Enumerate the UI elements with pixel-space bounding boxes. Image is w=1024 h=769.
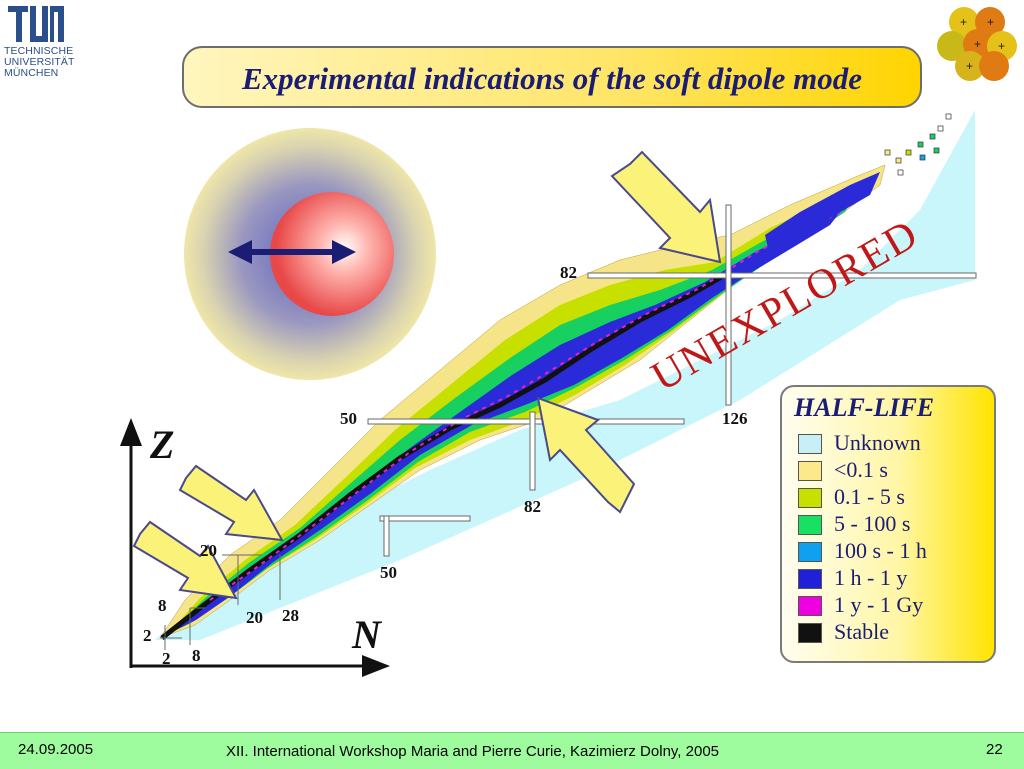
magic-z-20: 20 xyxy=(200,541,217,560)
magic-number-labels: 2 2 8 8 20 20 28 50 50 82 82 126 xyxy=(143,263,748,668)
footer-bar: 24.09.2005 XII. International Workshop M… xyxy=(0,732,1024,769)
legend-item: 1 h - 1 y xyxy=(798,565,994,592)
magic-n-126: 126 xyxy=(722,409,748,428)
legend-swatch xyxy=(798,434,822,454)
magic-z-50: 50 xyxy=(340,409,357,428)
legend-swatch xyxy=(798,623,822,643)
university-name-line: MÜNCHEN xyxy=(4,67,59,79)
heavy-island xyxy=(765,172,880,248)
halo-nucleus-icon xyxy=(184,128,436,380)
university-name-line: TECHNISCHE xyxy=(4,45,74,57)
legend-label: 100 s - 1 h xyxy=(834,538,927,563)
legend-title: HALF-LIFE xyxy=(794,393,935,422)
legend-label: 1 y - 1 Gy xyxy=(834,592,924,617)
page-number: 22 xyxy=(986,741,1003,758)
nucleus-plus-sign: + xyxy=(987,15,994,29)
slide-title: Experimental indications of the soft dip… xyxy=(242,61,862,96)
legend-item: 0.1 - 5 s xyxy=(798,484,994,511)
axes: Z N xyxy=(120,418,390,677)
half-life-legend: HALF-LIFE Unknown <0.1 s 0.1 - 5 s 5 - 1… xyxy=(780,385,996,663)
band-layer-blue xyxy=(172,212,840,632)
nucleus-icon: + + + + + xyxy=(937,7,1017,81)
legend-swatch xyxy=(798,461,822,481)
legend-item: 1 y - 1 Gy xyxy=(798,592,994,619)
legend-label: 1 h - 1 y xyxy=(834,565,908,590)
legend-item: Unknown xyxy=(798,430,994,457)
magic-z-8: 8 xyxy=(158,596,167,615)
nucleus-plus-sign: + xyxy=(966,59,973,73)
legend-swatch xyxy=(798,515,822,535)
magic-n-8: 8 xyxy=(192,646,201,665)
n-axis-label: N xyxy=(351,612,383,657)
magic-n-82: 82 xyxy=(524,497,541,516)
yellow-arrow-icon xyxy=(178,464,284,542)
yellow-arrow-icon xyxy=(132,520,238,600)
legend-label: 0.1 - 5 s xyxy=(834,484,905,509)
legend-swatch xyxy=(798,488,822,508)
exotic-nuclei-squares xyxy=(884,113,952,176)
university-name: TECHNISCHE UNIVERSITÄT MÜNCHEN xyxy=(4,46,80,79)
nucleus-plus-sign: + xyxy=(998,39,1005,53)
magic-n-50: 50 xyxy=(380,563,397,582)
tum-logo-icon xyxy=(8,6,64,42)
stable-valley-line xyxy=(160,272,727,640)
legend-label: 5 - 100 s xyxy=(834,511,911,536)
university-logo: TECHNISCHE UNIVERSITÄT MÜNCHEN xyxy=(4,4,80,94)
nucleus-plus-sign: + xyxy=(974,37,981,51)
nuclide-band xyxy=(159,164,886,640)
legend-label: Stable xyxy=(834,619,889,644)
legend-swatch xyxy=(798,542,822,562)
footer-event: XII. International Workshop Maria and Pi… xyxy=(226,743,720,760)
z-axis-label: Z xyxy=(149,422,174,467)
title-banner: Experimental indications of the soft dip… xyxy=(182,46,922,108)
university-name-line: UNIVERSITÄT xyxy=(4,56,75,68)
legend-item: Stable xyxy=(798,619,994,646)
magic-z-82: 82 xyxy=(560,263,577,282)
nucleus-plus-sign: + xyxy=(960,15,967,29)
yellow-arrow-icon xyxy=(610,150,722,264)
legend-item: <0.1 s xyxy=(798,457,994,484)
legend-item: 100 s - 1 h xyxy=(798,538,994,565)
long-lived-line xyxy=(209,209,846,601)
legend-item: 5 - 100 s xyxy=(798,511,994,538)
legend-label: <0.1 s xyxy=(834,457,888,482)
magic-number-lines xyxy=(160,204,977,650)
magic-n-2: 2 xyxy=(162,649,171,668)
magic-z-2: 2 xyxy=(143,626,152,645)
double-arrow-icon xyxy=(228,240,356,264)
magic-n-20: 20 xyxy=(246,608,263,627)
magic-n-28: 28 xyxy=(282,606,299,625)
legend-swatch xyxy=(798,596,822,616)
legend-label: Unknown xyxy=(834,430,921,455)
legend-swatch xyxy=(798,569,822,589)
yellow-arrow-icon xyxy=(536,396,636,514)
footer-date: 24.09.2005 xyxy=(18,741,94,758)
